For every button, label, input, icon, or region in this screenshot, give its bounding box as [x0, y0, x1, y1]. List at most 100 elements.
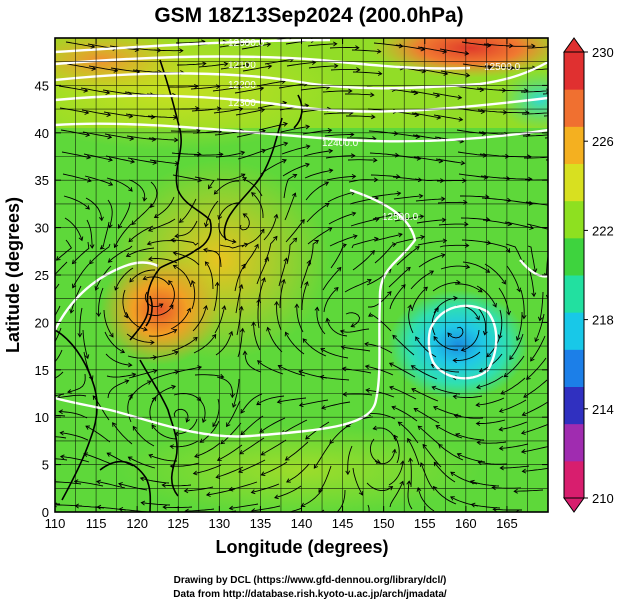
y-tick-label: 25 [35, 268, 49, 283]
streamline-arrow [305, 124, 311, 130]
streamline-arrow [106, 112, 112, 118]
streamline [110, 67, 140, 73]
streamline [216, 376, 233, 398]
streamline-arrow [99, 216, 104, 222]
streamline [190, 85, 220, 90]
streamline-arrow [152, 160, 158, 165]
streamline-arrow [406, 480, 412, 485]
streamline [476, 285, 497, 308]
streamline-arrow [516, 287, 522, 293]
streamline [287, 507, 303, 512]
streamline [527, 46, 548, 49]
streamline-arrow [214, 281, 220, 287]
streamline-arrow [521, 314, 527, 320]
streamline-arrow [30, 479, 34, 483]
streamline [126, 333, 154, 343]
streamline [435, 158, 465, 164]
streamline-arrow [260, 471, 266, 476]
streamline [171, 337, 198, 352]
streamline [493, 508, 522, 511]
streamline-arrow [185, 417, 191, 423]
streamline-arrow [513, 488, 518, 494]
streamline-arrow [491, 485, 497, 491]
streamline [283, 174, 297, 199]
streamline [170, 440, 199, 448]
streamline-arrow [55, 256, 61, 261]
streamline [504, 221, 534, 229]
streamline-arrow [521, 411, 527, 417]
streamline [239, 213, 250, 231]
streamline [237, 328, 244, 358]
streamline-arrow [397, 421, 403, 427]
y-tick-label: 15 [35, 363, 49, 378]
streamline [147, 304, 174, 316]
streamline [86, 219, 93, 249]
streamline-arrow [442, 238, 448, 244]
streamline-arrow [532, 268, 538, 274]
streamline [98, 287, 104, 317]
streamline [373, 42, 403, 47]
streamline [352, 71, 382, 75]
contour-12000 [55, 38, 331, 54]
streamline-arrow [168, 280, 173, 285]
streamline [347, 445, 353, 475]
colorbar-label: 222 [592, 223, 614, 238]
streamline [241, 229, 265, 248]
streamline-arrow [129, 277, 134, 283]
streamline [74, 480, 104, 487]
streamline-arrow [351, 174, 357, 179]
streamline-arrow [464, 221, 469, 227]
streamline [176, 41, 205, 44]
streamline [417, 425, 441, 446]
streamline [350, 218, 379, 227]
streamline [398, 421, 419, 444]
streamline-arrow [150, 203, 155, 208]
streamline-arrow [498, 408, 504, 413]
colorbar-block [564, 52, 584, 90]
streamline [539, 291, 544, 321]
streamline [170, 130, 200, 132]
streamline-arrow [120, 348, 126, 354]
streamline-arrow [31, 502, 34, 506]
streamline [326, 175, 356, 181]
streamline [83, 153, 113, 161]
streamline [499, 111, 529, 114]
streamline-arrow [78, 236, 84, 242]
streamline [103, 111, 133, 117]
y-axis: 0 5 10 15 20 25 30 35 40 45 [35, 78, 548, 520]
streamline-arrow [172, 264, 178, 270]
streamline-arrow [286, 478, 291, 483]
x-tick-label: 165 [496, 516, 518, 531]
colorbar-block [564, 237, 584, 276]
streamline [326, 318, 348, 337]
streamline-arrow [434, 307, 439, 313]
streamline-arrow [324, 202, 330, 208]
streamline [394, 435, 400, 464]
streamline-arrow [150, 114, 156, 120]
streamline-arrow [416, 155, 422, 161]
streamline [151, 424, 177, 440]
streamline-arrow [492, 302, 497, 308]
streamline-arrow [460, 160, 466, 166]
streamline [60, 432, 89, 441]
streamline [411, 365, 438, 380]
streamline-arrow [305, 435, 310, 440]
streamline [307, 227, 333, 245]
streamline-arrow [267, 64, 273, 69]
streamline [530, 335, 546, 362]
streamline-arrow [333, 63, 339, 69]
streamline [342, 367, 372, 374]
streamline [148, 329, 177, 337]
streamline [447, 326, 464, 339]
streamline-arrow [327, 127, 333, 133]
streamline-arrow [240, 430, 246, 436]
colorbar-label: 226 [592, 134, 614, 149]
streamline-arrow [537, 316, 543, 322]
streamline-arrow [410, 365, 416, 370]
streamline-arrow [415, 246, 420, 251]
streamline-arrow [520, 430, 526, 435]
streamline [521, 423, 548, 434]
streamline-arrow [241, 263, 246, 269]
streamline-arrow [186, 307, 192, 313]
streamline [150, 181, 158, 208]
